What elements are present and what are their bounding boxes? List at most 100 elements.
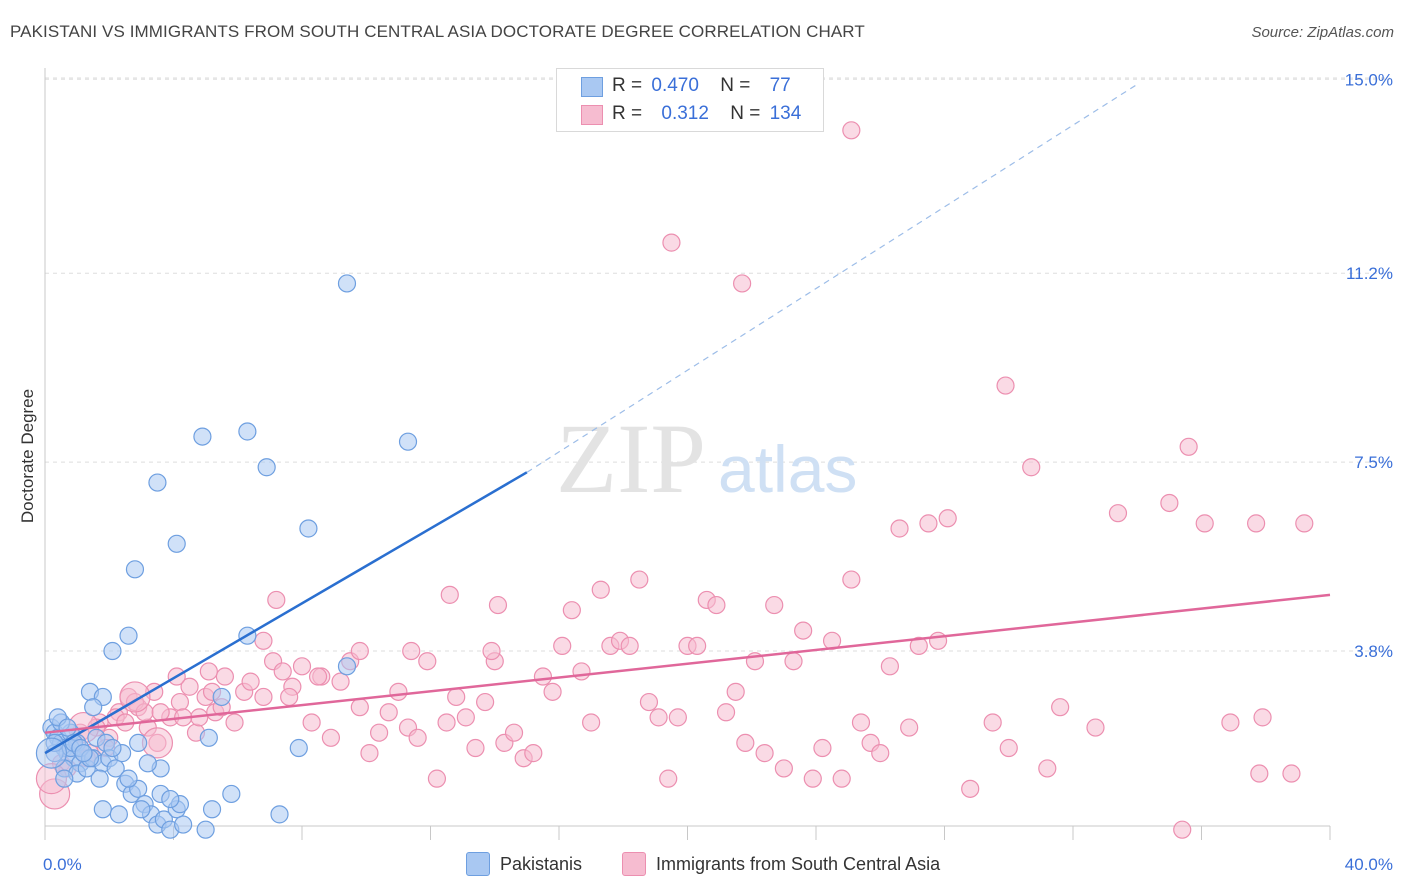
scatter-point (996, 376, 1015, 395)
source-label: Source: ZipAtlas.com (1251, 24, 1394, 41)
scatter-point (533, 667, 553, 686)
watermark-zip: ZIP (556, 403, 706, 514)
scatter-point (398, 432, 418, 451)
scatter-point (765, 595, 784, 615)
scatter-point (360, 744, 379, 763)
legend-swatch-blue (581, 77, 603, 97)
scatter-point (418, 652, 437, 671)
scatter-point (440, 585, 459, 604)
scatter-point (716, 703, 736, 722)
scatter-point (938, 509, 957, 528)
watermark-atlas: atlas (718, 432, 857, 506)
scatter-point (427, 769, 447, 788)
scatter-point (726, 682, 745, 701)
watermark: ZIP atlas (556, 403, 857, 514)
bottom-legend-immigrants: Immigrants from South Central Asia (622, 852, 940, 876)
scatter-point (1173, 820, 1192, 839)
scatter-point (774, 759, 793, 778)
scatter-point (267, 590, 286, 610)
scatter-point (199, 662, 218, 681)
scatter-point (170, 692, 190, 712)
scatter-point (909, 636, 928, 656)
scatter-point (1221, 713, 1240, 732)
scatter-point (174, 815, 193, 834)
scatter-point (1179, 437, 1198, 456)
scatter-point (238, 422, 257, 441)
scatter-point (662, 233, 681, 252)
gridlines (45, 77, 1390, 652)
scatter-point (90, 769, 109, 788)
scatter-point (1250, 764, 1269, 783)
scatter-point (733, 274, 752, 293)
scatter-point (225, 713, 244, 732)
scatter-point (109, 805, 128, 824)
scatter-point (331, 672, 350, 691)
scatter-point (254, 687, 273, 707)
y-tick-label: 15.0% (1345, 70, 1393, 89)
scatter-point (649, 708, 668, 727)
scatter-point (832, 769, 851, 788)
legend-row-pink: R = 0.312 N = 134 (612, 103, 801, 125)
scatter-point (842, 121, 861, 140)
scatter-point (983, 713, 1002, 732)
bottom-legend-label: Immigrants from South Central Asia (656, 853, 941, 874)
legend-r-label: R = (612, 75, 643, 96)
scatter-point (273, 662, 292, 681)
scatter-point (842, 570, 861, 589)
scatter-point (58, 718, 77, 737)
scatter-point (180, 677, 199, 696)
scatter-point (125, 560, 145, 579)
legend-n-value: 77 (769, 75, 791, 96)
scatter-point (132, 800, 151, 819)
scatter-point (222, 784, 241, 804)
y-tick-label: 11.2% (1346, 264, 1393, 283)
blue-trend-line (44, 471, 528, 755)
scatter-point (257, 458, 276, 477)
scatter-point (93, 800, 112, 819)
scatter-point (900, 718, 919, 737)
scatter-point (919, 514, 938, 533)
axes (44, 68, 1331, 840)
scatter-point (543, 682, 562, 701)
legend-row-blue: R = 0.470 N = 77 (612, 75, 791, 97)
scatter-point (1295, 514, 1314, 533)
scatter-point (851, 713, 871, 732)
scatter-point (890, 519, 909, 538)
scatter-point (389, 682, 408, 701)
scatter-point (379, 703, 398, 722)
scatter-point (482, 641, 501, 661)
scatter-point (212, 687, 231, 707)
bottom-legend-label: Pakistanis (500, 853, 583, 874)
scatter-point (151, 703, 170, 722)
legend-n-label: N = (730, 103, 761, 124)
scatter-point (1038, 759, 1057, 778)
scatter-point (553, 636, 572, 656)
scatter-point (928, 631, 948, 650)
scatter-point (688, 636, 707, 656)
scatter-point (161, 789, 180, 809)
scatter-point (119, 769, 138, 788)
scatter-point (1108, 504, 1128, 523)
scatter-point (1247, 514, 1266, 533)
scatter-point (707, 595, 726, 615)
scatter-point (254, 631, 273, 650)
legend-r-value: 0.312 (661, 103, 709, 124)
scatter-point (1022, 458, 1041, 477)
scatter-point (270, 805, 289, 824)
trend-lines (44, 83, 1331, 755)
scatter-point (292, 657, 312, 676)
x-tick-label-min: 0.0% (43, 855, 82, 874)
scatter-point (308, 667, 328, 686)
scatter-point (119, 626, 138, 645)
scatter-point (572, 662, 591, 681)
scatter-point (871, 744, 890, 763)
scatter-point (148, 473, 167, 492)
x-tick-labels: 0.0% 40.0% (43, 855, 1393, 874)
chart-title: PAKISTANI VS IMMIGRANTS FROM SOUTH CENTR… (10, 22, 865, 41)
scatter-point (630, 570, 649, 589)
scatter-point (350, 698, 369, 717)
scatter-point (1051, 698, 1070, 717)
scatter-point (370, 723, 389, 742)
scatter-point (504, 723, 524, 742)
